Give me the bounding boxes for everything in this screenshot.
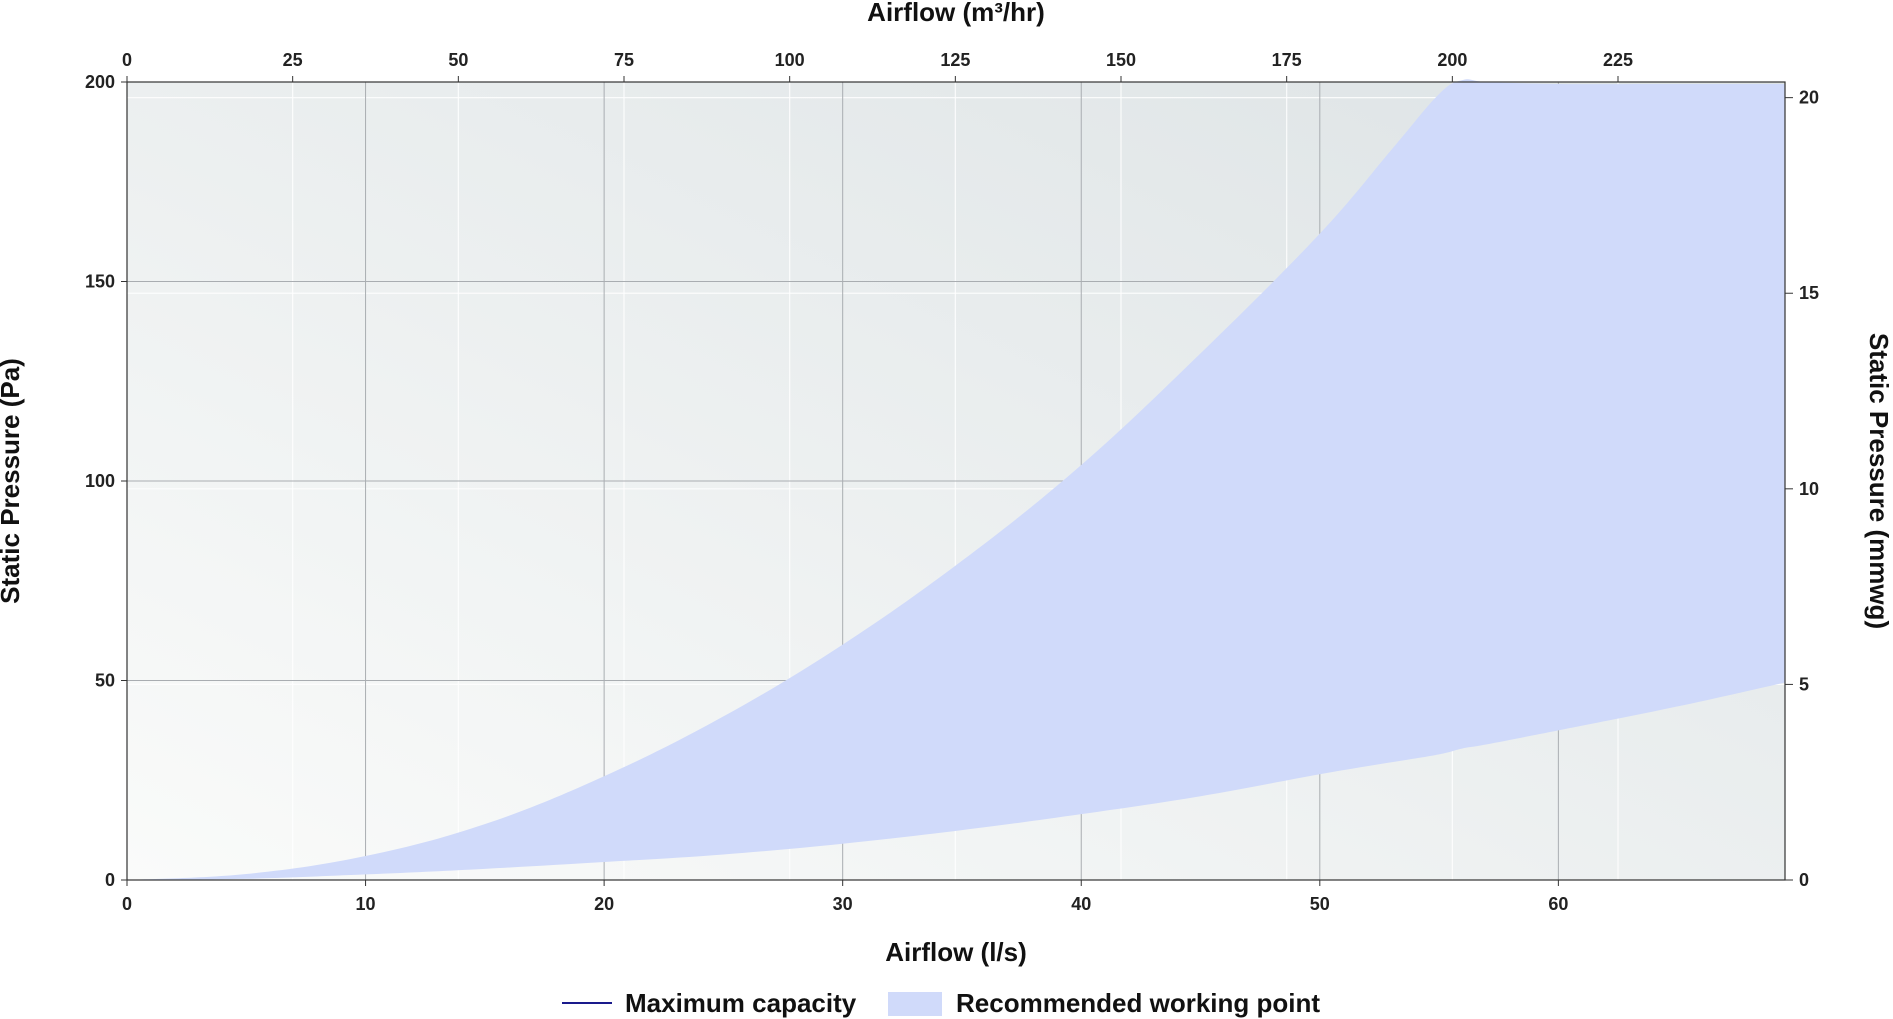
legend-label-max-capacity: Maximum capacity bbox=[625, 988, 857, 1018]
legend: Maximum capacity Recommended working poi… bbox=[562, 988, 1320, 1018]
top-tick-label: 125 bbox=[940, 50, 970, 70]
x-tick-label: 60 bbox=[1548, 894, 1568, 914]
working-point-area bbox=[127, 79, 1785, 881]
top-tick-label: 175 bbox=[1272, 50, 1302, 70]
top-tick-label: 25 bbox=[283, 50, 303, 70]
top-tick-label: 50 bbox=[448, 50, 468, 70]
x-tick-label: 10 bbox=[356, 894, 376, 914]
top-tick-label: 150 bbox=[1106, 50, 1136, 70]
right-tick-label: 10 bbox=[1799, 479, 1819, 499]
x-axis-title-bottom: Airflow (l/s) bbox=[885, 937, 1027, 967]
top-tick-label: 75 bbox=[614, 50, 634, 70]
y-tick-label: 0 bbox=[105, 870, 115, 890]
series-layer bbox=[127, 79, 1785, 881]
y-axis-title-left: Static Pressure (Pa) bbox=[0, 358, 25, 604]
legend-label-working-point: Recommended working point bbox=[956, 988, 1320, 1018]
x-tick-label: 0 bbox=[122, 894, 132, 914]
x-tick-label: 40 bbox=[1071, 894, 1091, 914]
y-tick-label: 200 bbox=[85, 72, 115, 92]
y-tick-label: 50 bbox=[95, 671, 115, 691]
x-tick-label: 20 bbox=[594, 894, 614, 914]
top-tick-label: 100 bbox=[775, 50, 805, 70]
legend-swatch-working-point bbox=[888, 992, 942, 1016]
right-tick-label: 20 bbox=[1799, 88, 1819, 108]
y-tick-label: 150 bbox=[85, 272, 115, 292]
x-tick-label: 50 bbox=[1310, 894, 1330, 914]
ticks-layer: 0 10 20 30 40 50 600 25 50 75 100 125 150 175 200 22505… bbox=[85, 50, 1819, 914]
y-tick-label: 100 bbox=[85, 471, 115, 491]
right-tick-label: 0 bbox=[1799, 870, 1809, 890]
y-axis-title-right: Static Pressure (mmwg) bbox=[1864, 333, 1893, 629]
x-axis-title-top: Airflow (m³/hr) bbox=[867, 0, 1045, 27]
right-tick-label: 5 bbox=[1799, 674, 1809, 694]
right-tick-label: 15 bbox=[1799, 283, 1819, 303]
top-tick-label: 200 bbox=[1437, 50, 1467, 70]
top-tick-label: 225 bbox=[1603, 50, 1633, 70]
x-tick-label: 30 bbox=[833, 894, 853, 914]
top-tick-label: 0 bbox=[122, 50, 132, 70]
